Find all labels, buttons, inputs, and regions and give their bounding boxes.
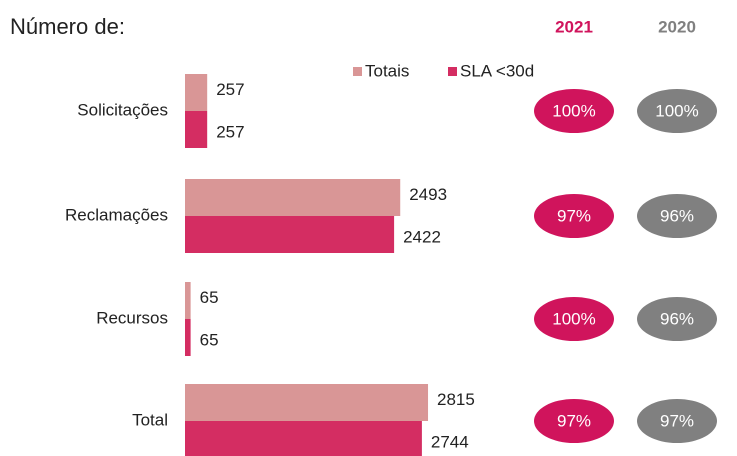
data-label: 2493 — [409, 185, 447, 204]
percent-badge — [534, 194, 614, 238]
bar — [185, 384, 429, 421]
column-header: 2021 — [555, 17, 593, 36]
bar — [185, 74, 208, 111]
category-label: Reclamações — [65, 205, 168, 224]
data-label: 257 — [216, 80, 244, 99]
percent-label: 100% — [552, 309, 595, 328]
bar — [185, 421, 422, 456]
percent-label: 97% — [557, 411, 591, 430]
bar — [185, 179, 401, 216]
data-label: 65 — [200, 288, 219, 307]
bar — [185, 282, 191, 319]
bar — [185, 111, 208, 148]
percent-label: 97% — [557, 206, 591, 225]
data-label: 65 — [200, 331, 219, 350]
percent-label: 100% — [552, 101, 595, 120]
category-label: Solicitações — [77, 100, 168, 119]
percent-badge — [637, 399, 717, 443]
data-label: 257 — [216, 123, 244, 142]
percent-label: 97% — [660, 411, 694, 430]
percent-label: 100% — [655, 101, 698, 120]
percent-badge — [637, 297, 717, 341]
percent-badge — [534, 297, 614, 341]
data-label: 2744 — [431, 433, 469, 452]
legend-label: SLA <30d — [460, 61, 534, 80]
bar — [185, 216, 395, 253]
percent-badge — [637, 194, 717, 238]
legend-label: Totais — [365, 61, 409, 80]
percent-badge — [637, 89, 717, 133]
bar — [185, 319, 191, 356]
legend-swatch — [448, 67, 457, 76]
data-label: 2815 — [437, 390, 475, 409]
column-header: 2020 — [658, 17, 696, 36]
data-label: 2422 — [403, 228, 441, 247]
category-label: Total — [132, 410, 168, 429]
percent-badge — [534, 89, 614, 133]
legend-swatch — [353, 67, 362, 76]
percent-label: 96% — [660, 206, 694, 225]
chart-title: Número de: — [10, 14, 125, 39]
percent-badge — [534, 399, 614, 443]
category-label: Recursos — [96, 308, 168, 327]
percent-label: 96% — [660, 309, 694, 328]
